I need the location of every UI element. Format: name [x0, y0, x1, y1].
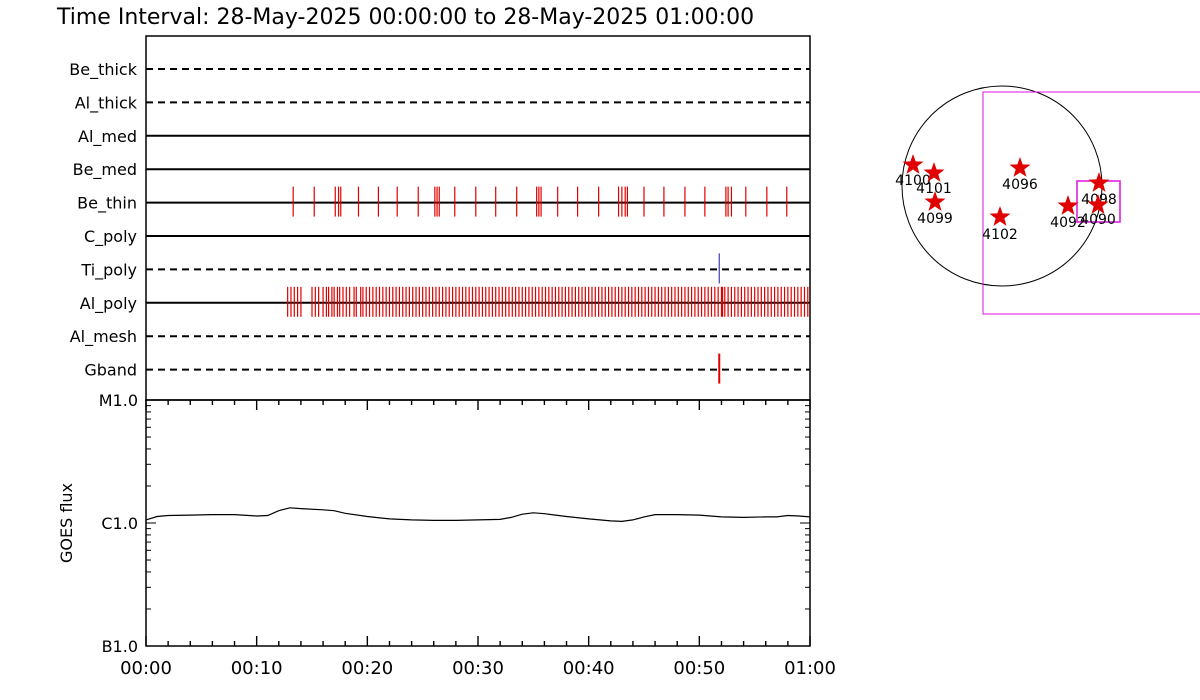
x-tick-label-00-50: 00:50 — [673, 658, 725, 679]
active-region-star-4092 — [1057, 195, 1079, 215]
active-region-label-4090: 4090 — [1080, 212, 1116, 228]
chart-title: Time Interval: 28-May-2025 00:00:00 to 2… — [56, 5, 754, 30]
x-tick-label-00-20: 00:20 — [341, 658, 393, 679]
channel-label-al-poly: Al_poly — [80, 294, 137, 314]
active-region-star-4099 — [924, 191, 946, 211]
goes-plot-frame — [145, 399, 811, 647]
x-tick-label-01-00: 01:00 — [784, 658, 836, 679]
goes-flux-line — [145, 507, 811, 523]
field-of-view-box — [982, 91, 1200, 315]
channel-label-be-thick: Be_thick — [69, 60, 137, 80]
active-region-star-4101 — [923, 162, 945, 182]
channel-label-ti-poly: Ti_poly — [80, 260, 137, 280]
x-tick-label-00-10: 00:10 — [231, 658, 283, 679]
x-tick-label-00-00: 00:00 — [120, 658, 172, 679]
x-tick-label-00-30: 00:30 — [452, 658, 504, 679]
event-timeline: Be_thick Al_thick Al_med Be_med Be_thin C_pol… — [69, 60, 810, 384]
channel-label-c-poly: C_poly — [84, 227, 137, 247]
channel-label-gband: Gband — [84, 361, 137, 380]
active-region-label-4099: 4099 — [917, 211, 953, 227]
active-region-star-4090 — [1087, 194, 1109, 214]
timeline-frame — [145, 35, 811, 401]
channel-label-be-thin: Be_thin — [77, 194, 137, 214]
channel-label-be-med: Be_med — [73, 160, 137, 180]
active-region-star-4098 — [1088, 172, 1110, 192]
active-region-label-4092: 4092 — [1050, 215, 1086, 231]
channel-label-al-mesh: Al_mesh — [70, 327, 137, 347]
goes-y-axis-label: GOES flux — [57, 483, 76, 563]
y-tick-label-b1-0: B1.0 — [102, 637, 138, 656]
active-region-label-4102: 4102 — [982, 227, 1018, 243]
active-region-star-4096 — [1009, 157, 1031, 177]
active-region-label-4101: 4101 — [916, 181, 952, 197]
x-tick-label-00-40: 00:40 — [563, 658, 615, 679]
y-tick-label-m1-0: M1.0 — [99, 391, 138, 410]
active-region-star-4102 — [989, 206, 1011, 226]
solar-disk-map: 41004101409940964102409240984090 — [895, 85, 1200, 315]
active-region-label-4100: 4100 — [895, 173, 931, 189]
channel-label-al-med: Al_med — [78, 127, 137, 147]
goes-flux-plot: M1.0 C1.0 B1.0 00:00 00:10 00:20 00:30 00:40 00:… — [99, 391, 836, 679]
channel-label-al-thick: Al_thick — [75, 93, 138, 113]
active-region-label-4096: 4096 — [1002, 177, 1038, 193]
active-region-star-4100 — [902, 154, 924, 174]
y-tick-label-c1-0: C1.0 — [101, 514, 138, 533]
